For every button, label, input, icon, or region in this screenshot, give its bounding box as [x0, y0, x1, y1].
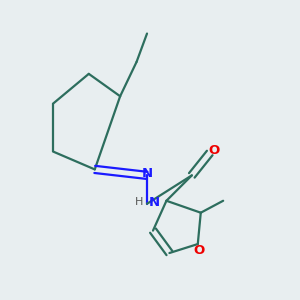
Text: H: H [135, 197, 144, 207]
Text: N: N [142, 167, 153, 180]
Text: N: N [149, 196, 160, 209]
Text: O: O [194, 244, 205, 257]
Text: O: O [208, 143, 220, 157]
